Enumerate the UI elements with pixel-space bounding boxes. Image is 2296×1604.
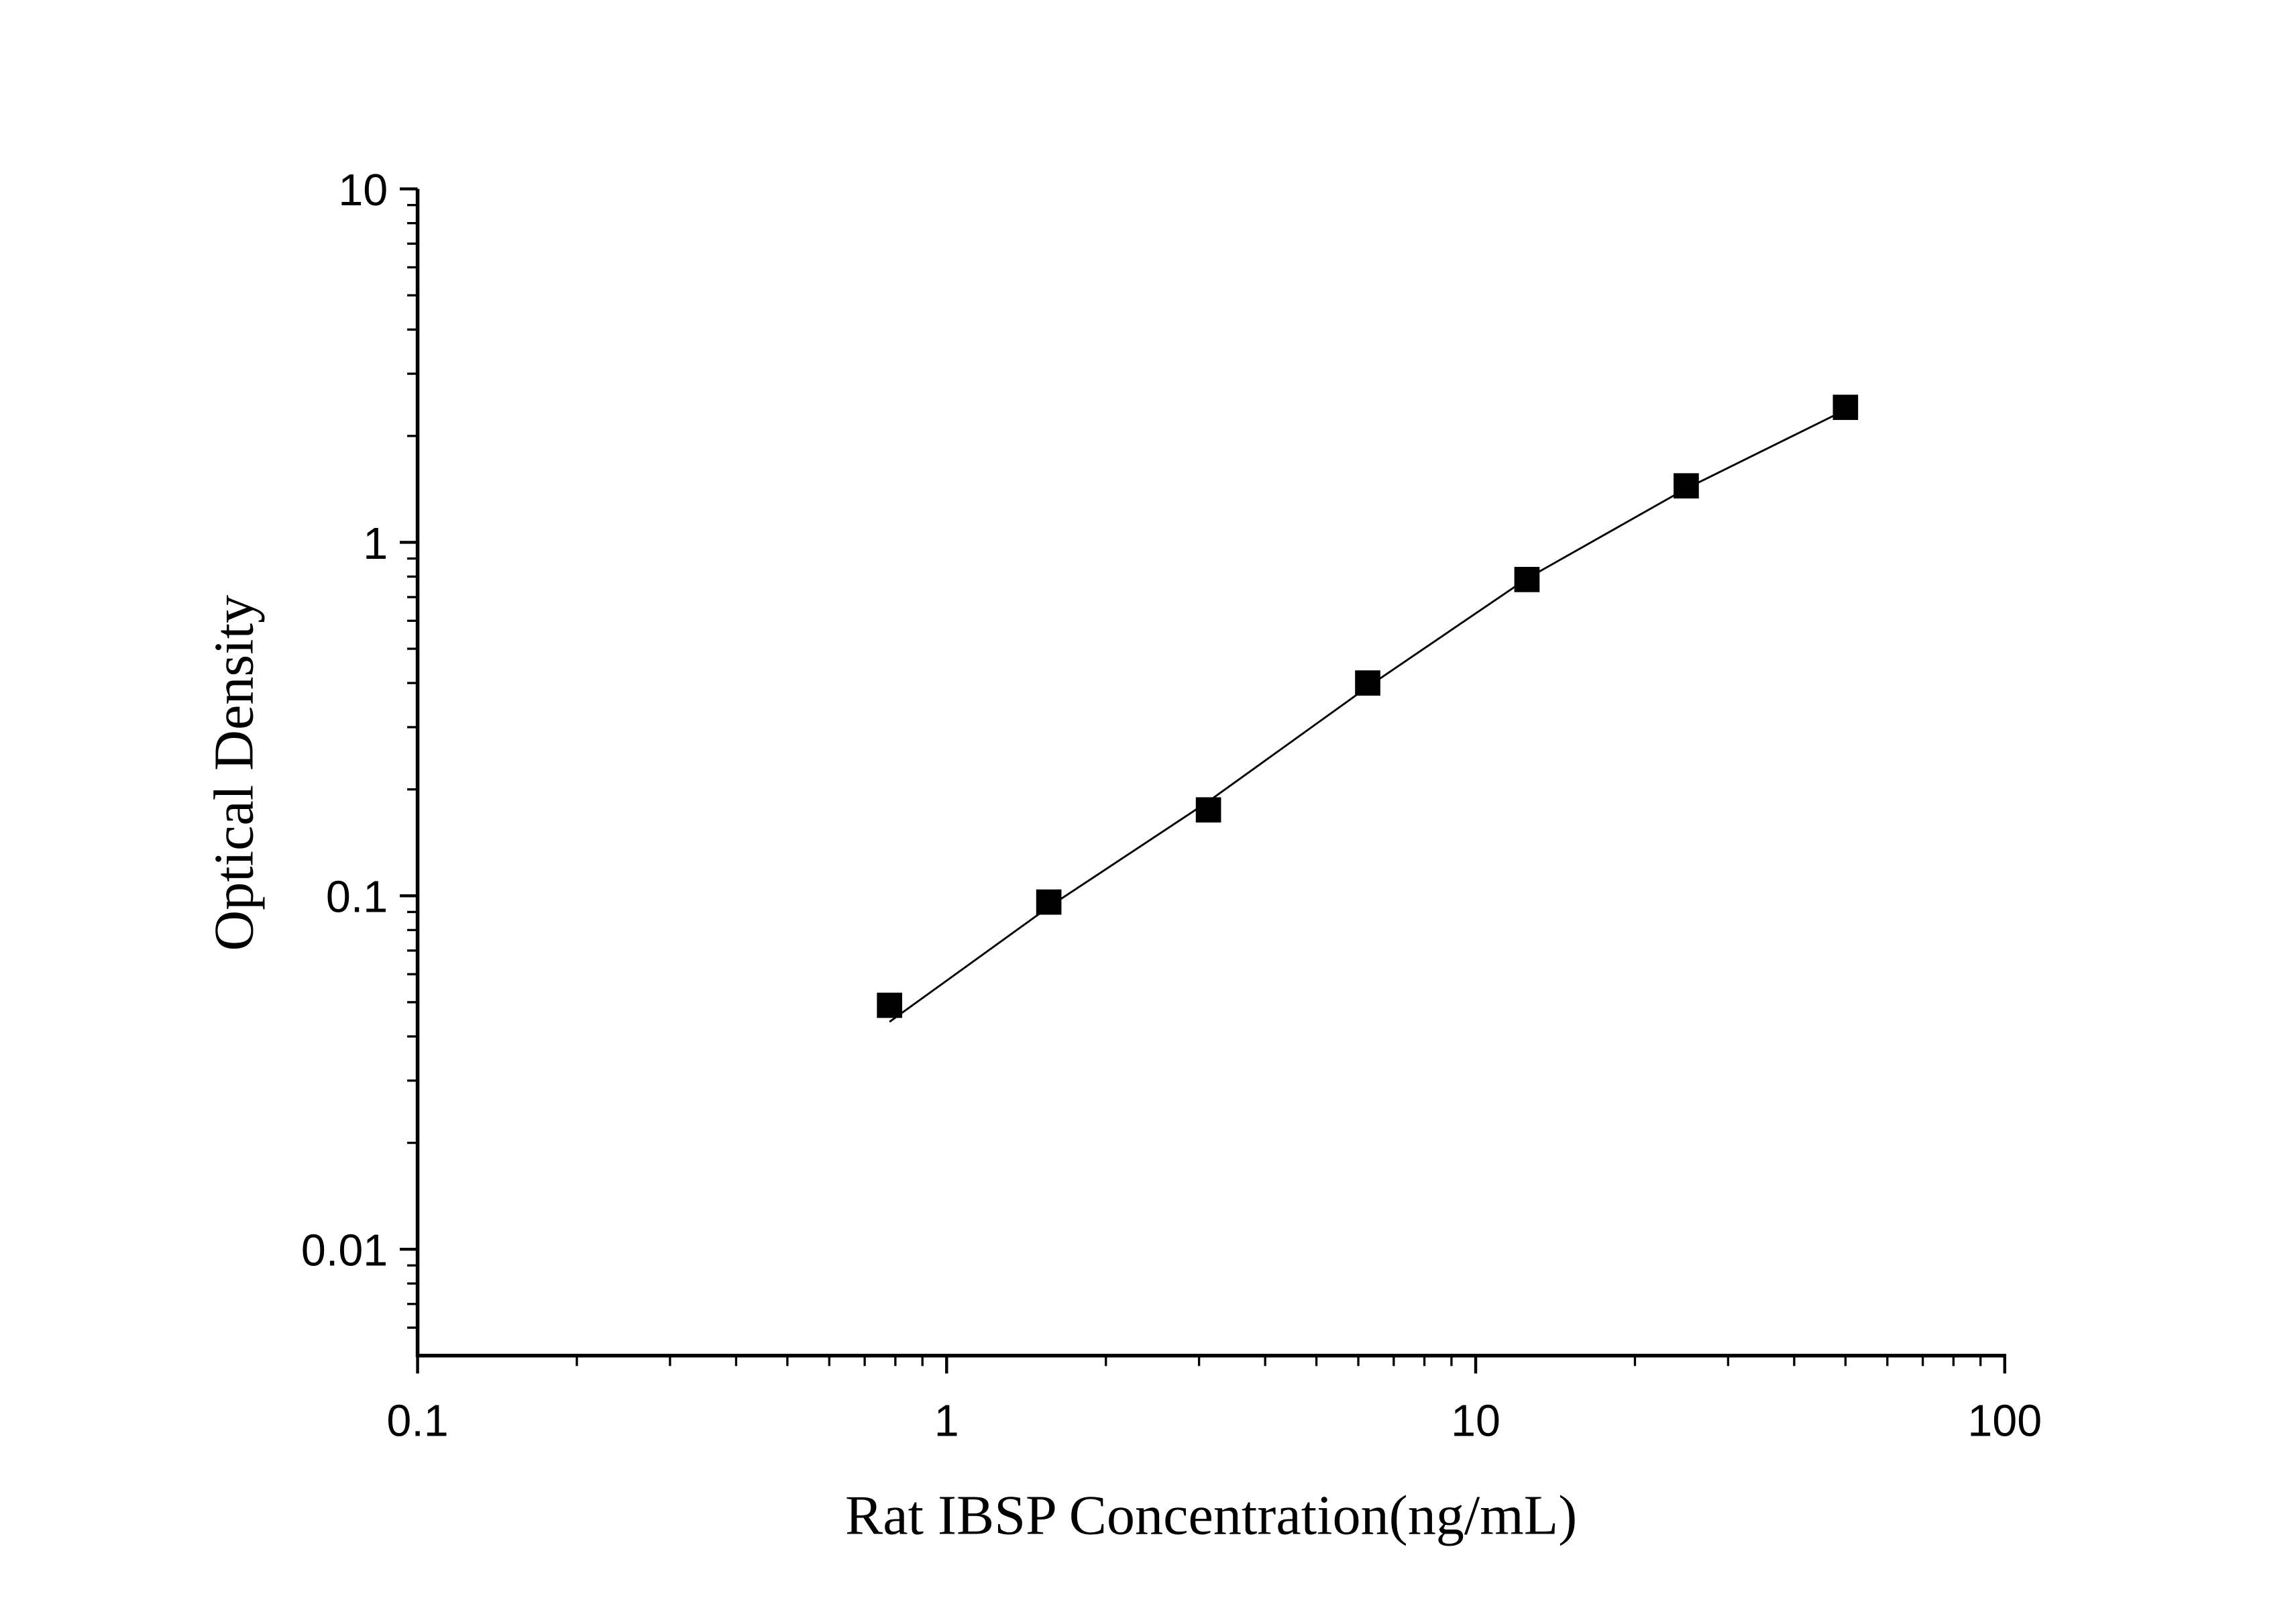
x-axis-title: Rat IBSP Concentration(ng/mL) [845, 1485, 1577, 1547]
x-tick-label: 100 [1967, 1396, 2042, 1446]
x-tick-label: 0.1 [386, 1396, 448, 1446]
y-tick-label: 0.1 [326, 873, 388, 922]
data-point [1036, 889, 1062, 915]
fit-line [889, 409, 1846, 1023]
data-point [1355, 670, 1380, 696]
y-tick-label: 10 [338, 166, 388, 215]
x-tick-label: 1 [934, 1396, 959, 1446]
x-tick-label: 10 [1451, 1396, 1500, 1446]
data-point [1514, 567, 1540, 592]
y-axis-title: Optical Density [203, 595, 266, 951]
y-tick-label: 1 [363, 519, 388, 569]
y-tick-label: 0.01 [301, 1226, 388, 1276]
data-point [1195, 797, 1221, 823]
data-point [1674, 473, 1699, 499]
data-point [877, 992, 903, 1018]
data-point [1833, 394, 1859, 421]
